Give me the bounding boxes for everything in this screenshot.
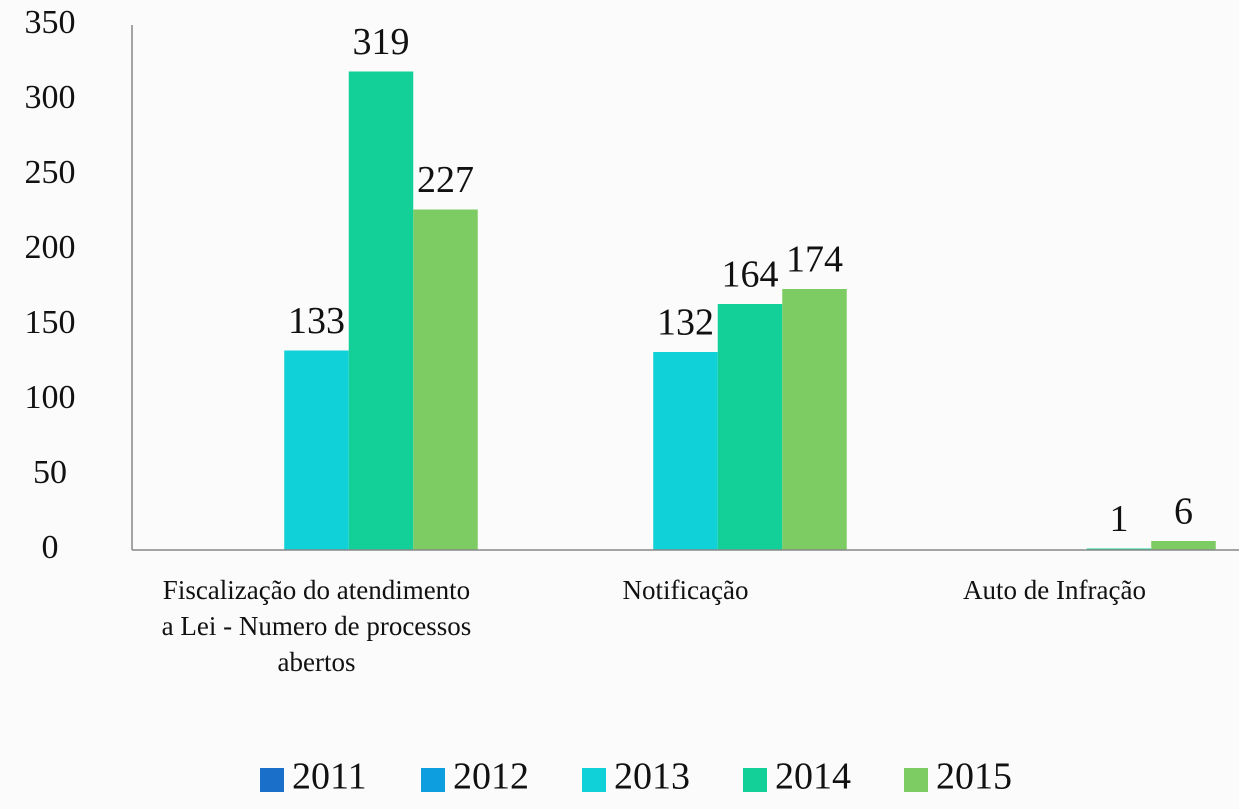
legend-label: 2014 <box>775 756 851 798</box>
bar <box>717 304 783 550</box>
bar <box>284 350 349 550</box>
value-label: 174 <box>786 239 843 281</box>
value-label: 319 <box>353 21 410 63</box>
y-tick-label: 250 <box>25 154 76 191</box>
value-label: 133 <box>288 300 345 342</box>
x-tick-label: Fiscalização do atendimento a Lei - Nume… <box>161 575 472 677</box>
legend-swatch <box>260 768 284 792</box>
y-tick-label: 150 <box>25 304 76 341</box>
value-label: 6 <box>1174 491 1193 533</box>
x-tick-label: Notificação <box>622 575 749 605</box>
legend-label: 2011 <box>292 756 367 798</box>
y-tick-label: 0 <box>42 529 59 566</box>
legend-swatch <box>421 768 445 792</box>
bar <box>1151 541 1216 550</box>
legend-swatch <box>582 768 606 792</box>
y-tick-label: 300 <box>25 79 76 116</box>
legend-label: 2015 <box>936 756 1012 798</box>
value-label: 1 <box>1110 498 1129 540</box>
y-tick-label: 50 <box>33 454 67 491</box>
value-label: 132 <box>657 302 714 344</box>
x-tick-label: Auto de Infração <box>963 575 1146 605</box>
bar <box>348 71 414 550</box>
y-tick-label: 200 <box>25 229 76 266</box>
legend-label: 2013 <box>614 756 690 798</box>
legend-label: 2012 <box>453 756 529 798</box>
bar <box>782 289 847 550</box>
value-label: 164 <box>722 254 779 296</box>
bar <box>413 209 478 550</box>
bar <box>653 352 718 550</box>
value-label: 227 <box>417 159 474 201</box>
y-tick-label: 100 <box>25 379 76 416</box>
legend-swatch <box>904 768 928 792</box>
y-tick-label: 350 <box>25 4 76 41</box>
legend-swatch <box>743 768 767 792</box>
